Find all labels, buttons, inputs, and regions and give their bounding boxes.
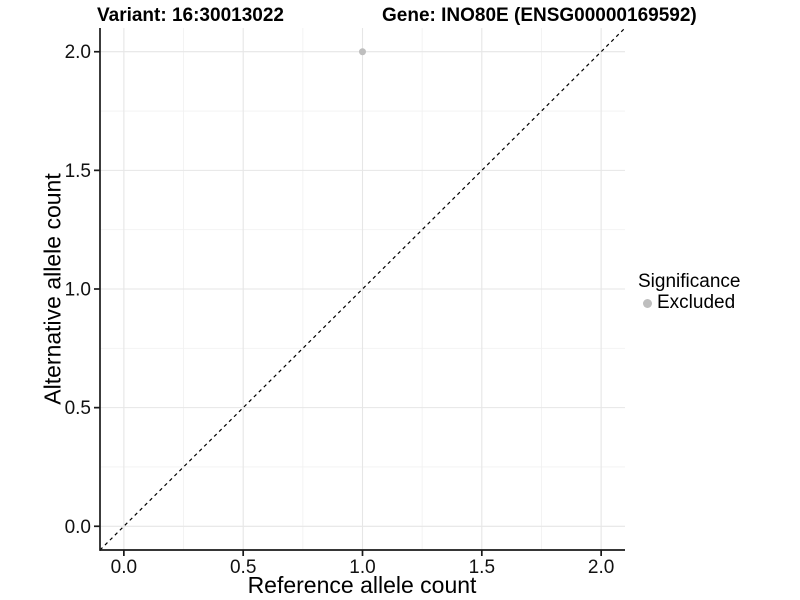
y-tick-label: 1.0 [65, 280, 91, 301]
y-tick-label: 0.0 [65, 517, 91, 538]
legend-point-icon [643, 298, 652, 308]
plot-title-variant: Variant: 16:30013022 [97, 5, 284, 26]
identity-dashed-line [99, 27, 626, 551]
data-point-excluded [359, 48, 366, 56]
legend-title: Significance [638, 271, 741, 292]
y-tick-label: 1.5 [65, 161, 91, 182]
x-tick-label: 0.0 [111, 557, 137, 578]
legend-item-excluded: Excluded [638, 293, 740, 313]
x-axis-title: Reference allele count [247, 572, 477, 598]
x-tick-label: 1.5 [469, 557, 495, 578]
y-tick-label: 2.0 [65, 42, 91, 63]
x-tick-label: 1.0 [349, 557, 375, 578]
x-tick-label: 0.5 [230, 557, 256, 578]
x-tick-label: 2.0 [588, 557, 614, 578]
legend-item-label: Excluded [657, 292, 736, 313]
y-axis-title: Alternative allele count [39, 173, 66, 405]
plot-title-gene: Gene: INO80E (ENSG00000169592) [382, 5, 697, 26]
legend: Significance Excluded [638, 271, 740, 313]
y-tick-label: 0.5 [65, 398, 91, 419]
